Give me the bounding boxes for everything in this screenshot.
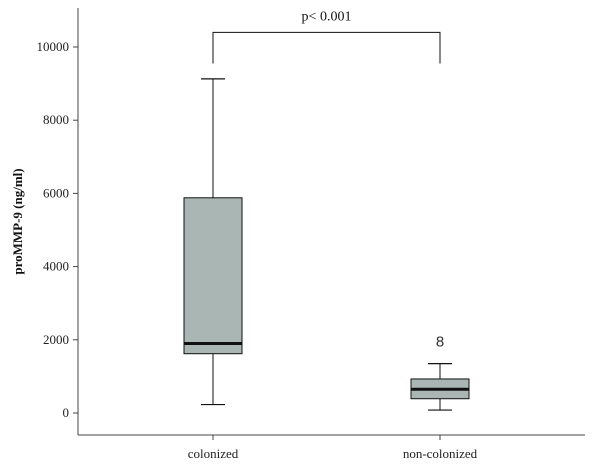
y-tick-label: 10000	[37, 39, 70, 54]
box-non-colonized: 8	[410, 334, 470, 411]
significance-bracket	[212, 31, 441, 64]
y-tick-label: 6000	[43, 185, 69, 200]
iqr-box	[183, 197, 243, 355]
y-tick-label: 2000	[43, 332, 69, 347]
x-tick-label: colonized	[188, 446, 239, 461]
y-ticks: 0 2000 4000 6000 8000 10000	[37, 39, 78, 420]
x-ticks: colonized non-colonized	[188, 435, 478, 461]
boxes: 8	[183, 78, 470, 411]
y-tick-label: 4000	[43, 259, 69, 274]
significance-annotation: p< 0.001	[212, 9, 441, 64]
y-axis-title: proMMP-9 (ng/ml)	[10, 168, 25, 274]
x-tick-label: non-colonized	[403, 446, 478, 461]
x-axis: colonized non-colonized	[78, 434, 585, 461]
y-tick-label: 8000	[43, 112, 69, 127]
p-value-label: p< 0.001	[302, 9, 352, 24]
y-tick-label: 0	[63, 405, 70, 420]
y-axis: 0 2000 4000 6000 8000 10000	[37, 8, 79, 435]
outlier-label: 8	[436, 334, 444, 351]
box-colonized	[183, 78, 243, 406]
